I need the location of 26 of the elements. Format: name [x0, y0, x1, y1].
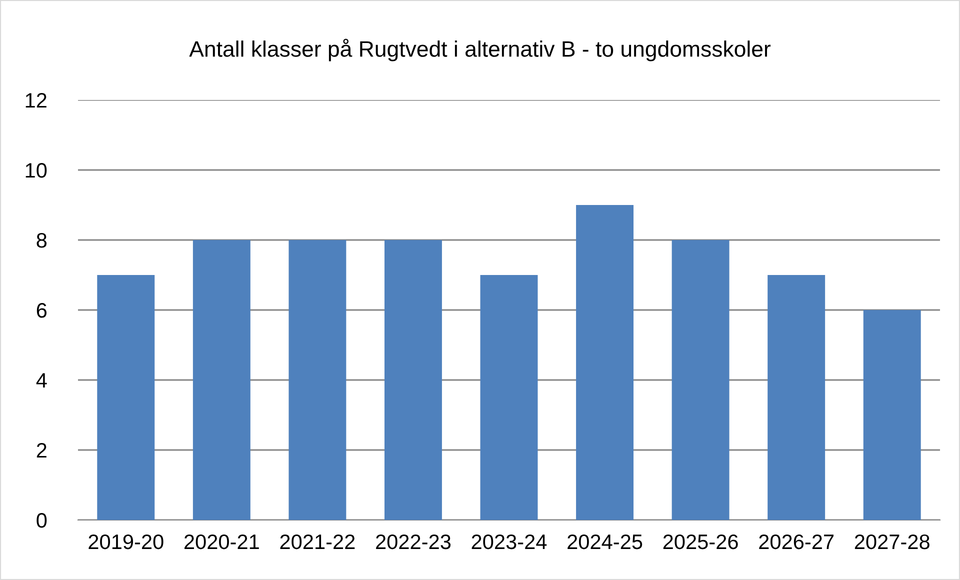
x-tick-label: 2020-21 [184, 534, 259, 550]
x-tick-label: 2023-24 [472, 534, 547, 550]
bar [192, 240, 250, 520]
x-tick-label: 2021-22 [280, 534, 355, 550]
y-tick-label: 10 [26, 163, 47, 178]
chart-title: Antall klasser på Rugtvedt i alternativ B - to ungdomsskoler [189, 38, 771, 62]
y-tick-label: 0 [36, 513, 47, 528]
x-tick-label: 2026-27 [759, 534, 834, 550]
bar [576, 205, 634, 520]
bar [384, 240, 442, 520]
bar [480, 275, 538, 520]
y-tick-label: 8 [36, 233, 47, 248]
x-tick-label: 2022-23 [376, 534, 451, 550]
y-tick-label: 2 [36, 443, 46, 458]
x-tick-label: 2019-20 [88, 534, 164, 550]
bar [768, 275, 826, 520]
bar [288, 240, 346, 520]
bar [97, 275, 155, 520]
x-tick-label: 2024-25 [568, 534, 642, 550]
y-tick-label: 12 [26, 93, 46, 108]
bar [863, 310, 921, 520]
y-tick-label: 6 [36, 303, 47, 318]
x-tick-label: 2027-28 [854, 534, 930, 550]
x-tick-label: 2025-26 [663, 534, 738, 550]
y-tick-label: 4 [36, 373, 47, 388]
bar [672, 240, 730, 520]
